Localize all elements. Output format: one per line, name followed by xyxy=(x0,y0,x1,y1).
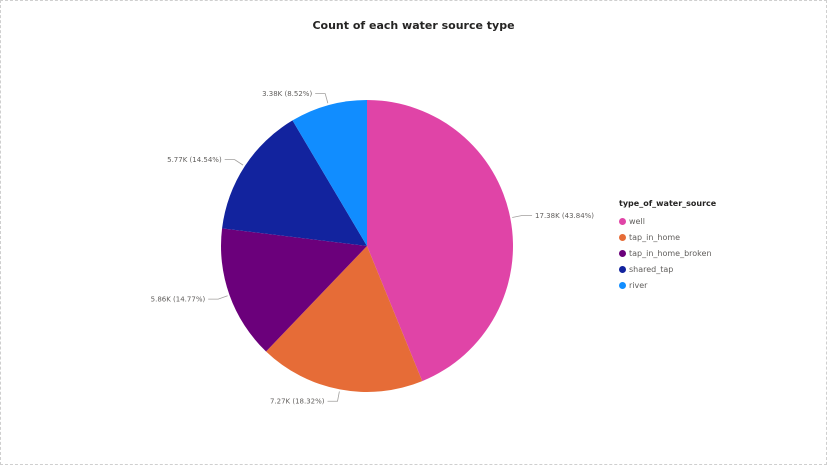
data-label: 7.27K (18.32%) xyxy=(270,398,325,406)
data-label: 3.38K (8.52%) xyxy=(262,90,312,98)
legend-item-tap-in-home[interactable]: tap_in_home xyxy=(619,229,716,245)
leader-line xyxy=(327,391,340,402)
data-label: 17.38K (43.84%) xyxy=(535,212,594,220)
legend: type_of_water_source well tap_in_home ta… xyxy=(619,199,716,293)
leader-line xyxy=(315,93,329,104)
legend-item-well[interactable]: well xyxy=(619,213,716,229)
data-label: 5.86K (14.77%) xyxy=(151,296,206,304)
data-label: 5.77K (14.54%) xyxy=(167,156,222,164)
leader-line xyxy=(512,215,533,218)
legend-label: well xyxy=(629,216,645,226)
legend-item-river[interactable]: river xyxy=(619,277,716,293)
legend-label: tap_in_home xyxy=(629,232,681,242)
chart-title: Count of each water source type xyxy=(312,19,515,32)
pie-slice-river[interactable] xyxy=(292,100,367,246)
legend-item-tap-in-home-broken[interactable]: tap_in_home_broken xyxy=(619,245,716,261)
legend-swatch-well xyxy=(619,217,626,225)
legend-item-shared-tap[interactable]: shared_tap xyxy=(619,261,716,277)
legend-title: type_of_water_source xyxy=(619,199,717,208)
legend-label: river xyxy=(629,280,648,290)
pie-slice-shared-tap[interactable] xyxy=(222,120,367,246)
leader-line xyxy=(224,159,244,166)
pie-slice-well[interactable] xyxy=(367,100,513,382)
pie-slice-tap-in-home[interactable] xyxy=(266,246,423,393)
pie-slice-tap-in-home-broken[interactable] xyxy=(221,228,367,352)
legend-swatch-tap-in-home xyxy=(619,233,626,241)
legend-label: shared_tap xyxy=(629,264,674,274)
legend-swatch-shared-tap xyxy=(619,265,626,273)
legend-swatch-river xyxy=(619,281,626,289)
legend-swatch-tap-in-home-broken xyxy=(619,249,626,257)
leader-line xyxy=(208,295,228,300)
legend-label: tap_in_home_broken xyxy=(629,248,712,258)
